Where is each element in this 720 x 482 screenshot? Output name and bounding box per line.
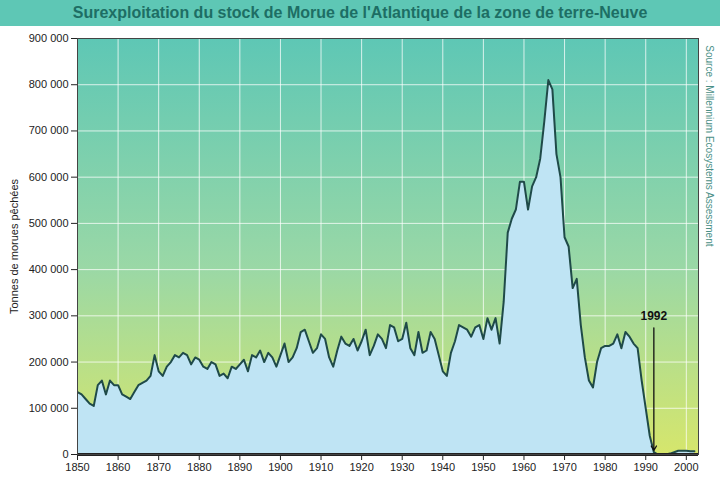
svg-text:400 000: 400 000 [29,263,69,275]
svg-text:500 000: 500 000 [29,217,69,229]
svg-text:1860: 1860 [106,461,130,473]
svg-text:900 000: 900 000 [29,32,69,44]
svg-text:1890: 1890 [228,461,252,473]
svg-text:700 000: 700 000 [29,124,69,136]
svg-text:1920: 1920 [349,461,373,473]
svg-text:1930: 1930 [390,461,414,473]
svg-text:Tonnes de morues pêchées: Tonnes de morues pêchées [8,178,20,314]
svg-text:1992: 1992 [641,309,668,323]
svg-text:1900: 1900 [268,461,292,473]
svg-text:1990: 1990 [633,461,657,473]
svg-text:2000: 2000 [674,461,698,473]
svg-text:1960: 1960 [512,461,536,473]
svg-text:800 000: 800 000 [29,78,69,90]
svg-text:1870: 1870 [146,461,170,473]
svg-text:200 000: 200 000 [29,356,69,368]
svg-text:100 000: 100 000 [29,402,69,414]
html-text:Surexploitation du stock de Mo: Surexploitation du stock de Morue de l'A… [72,4,648,21]
svg-text:1940: 1940 [431,461,455,473]
svg-text:1910: 1910 [309,461,333,473]
svg-text:1970: 1970 [552,461,576,473]
svg-text:1850: 1850 [65,461,89,473]
svg-text:1980: 1980 [593,461,617,473]
svg-text:300 000: 300 000 [29,309,69,321]
svg-text:0: 0 [62,448,68,460]
svg-text:1880: 1880 [187,461,211,473]
svg-text:1950: 1950 [471,461,495,473]
svg-text:Source : Millennium Ecosystems: Source : Millennium Ecosystems Assessmen… [704,45,715,246]
svg-text:600 000: 600 000 [29,171,69,183]
